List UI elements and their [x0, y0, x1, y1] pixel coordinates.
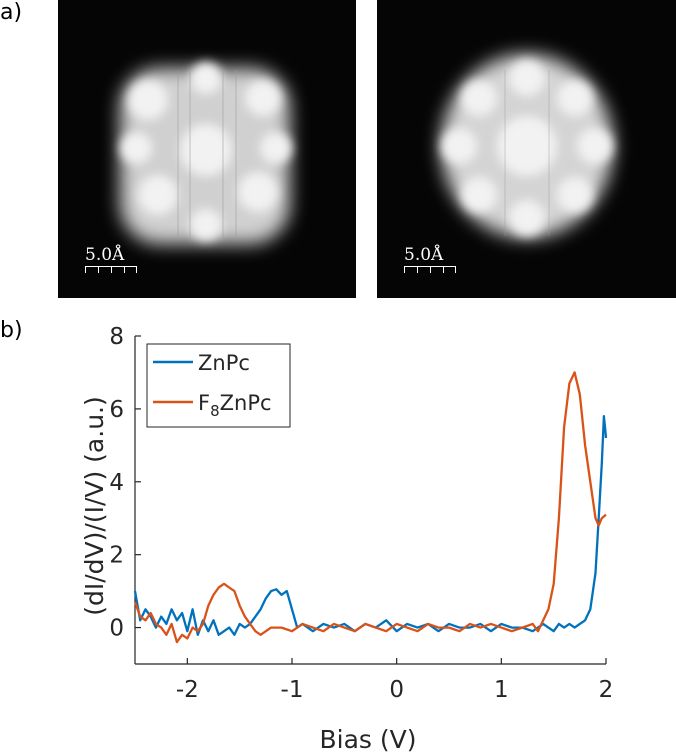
- panel-b-label: b): [0, 318, 23, 343]
- x-tick-label: 1: [494, 677, 509, 703]
- scale-bar-label: 5.0Å: [85, 245, 125, 265]
- y-tick-label: 2: [109, 543, 124, 569]
- y-tick-label: 6: [109, 397, 124, 423]
- stm-image-f8zncp: 5.0Å: [377, 0, 676, 298]
- series-lines: [133, 371, 608, 644]
- x-tick-label: -1: [281, 677, 304, 703]
- legend-label-f8zncp: F8ZnPc: [198, 391, 272, 420]
- scale-bar-zncp: 5.0Å: [85, 245, 137, 274]
- scale-bar-label: 5.0Å: [404, 245, 444, 265]
- series-line-f8znpc: [133, 371, 607, 644]
- y-tick-label: 8: [109, 324, 124, 350]
- x-tick-label: 2: [599, 677, 614, 703]
- x-axis-label: Bias (V): [320, 725, 417, 754]
- y-axis-label: (dI/dV)/(I/V) (a.u.): [80, 396, 109, 615]
- axes: -2 -1 0 1 2 0 2 4 6 8: [109, 324, 613, 703]
- legend-box: [146, 343, 291, 428]
- zncp-molecule-image: [58, 0, 356, 298]
- scale-bar-f8zncp: 5.0Å: [404, 245, 456, 274]
- legend-label-zncp: ZnPc: [198, 351, 250, 375]
- x-tick-label: -2: [176, 677, 199, 703]
- series-line-znpc: [133, 415, 608, 636]
- legend: ZnPc F8ZnPc: [146, 343, 291, 428]
- panel-a-label: a): [0, 0, 23, 25]
- y-tick-label: 0: [109, 616, 124, 642]
- y-tick-label: 4: [109, 470, 124, 496]
- f8zncp-molecule-image: [377, 0, 676, 298]
- stm-image-zncp: 5.0Å: [58, 0, 356, 298]
- x-tick-label: 0: [389, 677, 404, 703]
- spectra-chart: -2 -1 0 1 2 0 2 4 6 8 ZnPc F8ZnPc Bias (V) (dI/dV…: [80, 324, 613, 754]
